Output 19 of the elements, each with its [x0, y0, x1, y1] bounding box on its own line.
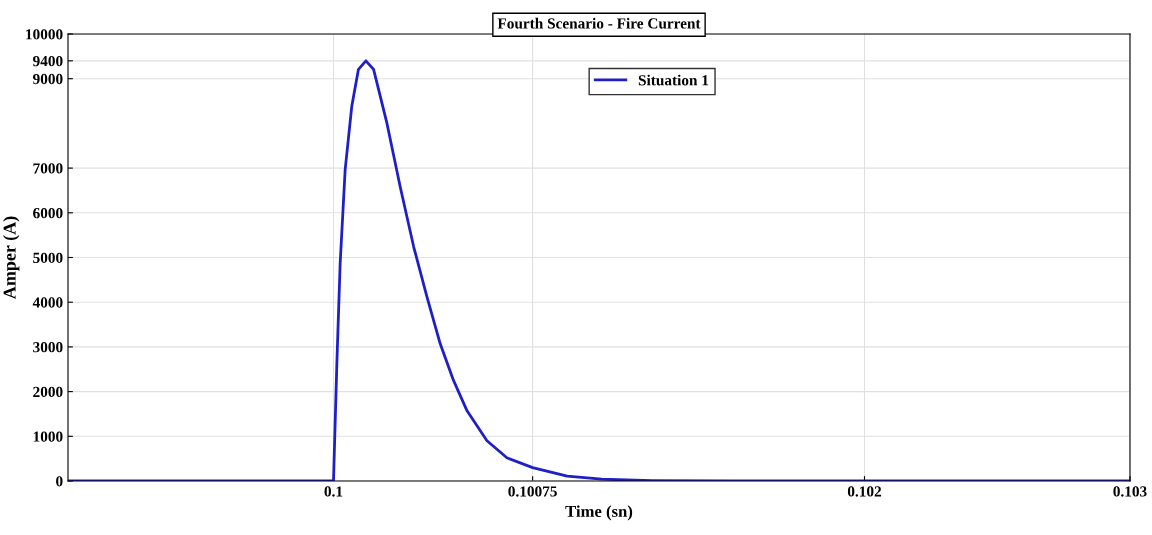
x-axis-title: Time (sn) — [565, 505, 633, 521]
x-tick-label: 0.1 — [324, 486, 343, 497]
x-tick-label: 0.10075 — [508, 486, 557, 497]
y-tick-label: 2000 — [33, 386, 63, 398]
x-tick-label: 0.103 — [1113, 486, 1147, 497]
y-tick-label: 9400 — [33, 55, 63, 67]
y-tick-label: 3000 — [33, 342, 63, 353]
y-tick-label: 1000 — [33, 431, 63, 442]
y-tick-label: 6000 — [33, 207, 63, 219]
y-tick-label: 5000 — [33, 252, 63, 263]
y-tick-label: 9000 — [33, 73, 63, 85]
y-tick-label: 0 — [56, 476, 63, 487]
y-tick-label: 7000 — [33, 163, 63, 174]
y-axis-title: Amper (A) — [3, 216, 20, 300]
legend-label: Situation 1 — [638, 74, 709, 86]
chart-title: Fourth Scenario - Fire Current — [497, 17, 701, 29]
y-tick-label: 10000 — [26, 29, 63, 40]
y-tick-label: 4000 — [32, 297, 63, 308]
x-tick-label: 0.102 — [847, 486, 882, 497]
